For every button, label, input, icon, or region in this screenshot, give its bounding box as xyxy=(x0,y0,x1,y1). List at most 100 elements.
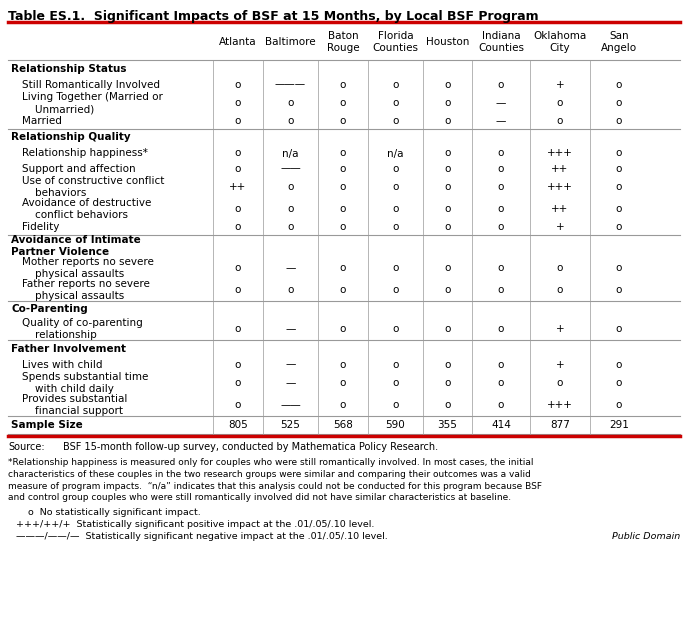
Text: o: o xyxy=(616,80,622,90)
Text: o: o xyxy=(616,182,622,192)
Text: o: o xyxy=(444,223,451,233)
Text: Houston: Houston xyxy=(426,37,469,47)
Text: o: o xyxy=(392,324,398,334)
Text: +: + xyxy=(556,360,564,369)
Text: Indiana
Counties: Indiana Counties xyxy=(478,31,524,53)
Text: o: o xyxy=(444,324,451,334)
Text: o: o xyxy=(444,164,451,174)
Text: o: o xyxy=(444,116,451,126)
Text: o: o xyxy=(235,149,241,159)
Text: o: o xyxy=(340,182,346,192)
Text: o: o xyxy=(498,263,504,273)
Text: Married: Married xyxy=(22,116,62,126)
Text: o: o xyxy=(392,116,398,126)
Text: o: o xyxy=(444,400,451,410)
Text: +++: +++ xyxy=(547,182,573,192)
Text: o: o xyxy=(288,116,294,126)
Text: o: o xyxy=(392,98,398,108)
Text: San
Angelo: San Angelo xyxy=(601,31,637,53)
Text: Living Together (Married or
    Unmarried): Living Together (Married or Unmarried) xyxy=(22,92,163,114)
Text: o: o xyxy=(616,223,622,233)
Text: 291: 291 xyxy=(609,420,629,430)
Text: o: o xyxy=(616,378,622,388)
Text: o: o xyxy=(498,149,504,159)
Text: o: o xyxy=(235,164,241,174)
Text: —: — xyxy=(496,98,506,108)
Text: Baltimore: Baltimore xyxy=(265,37,316,47)
Text: ———/——/—  Statistically significant negative impact at the .01/.05/.10 level.: ———/——/— Statistically significant negat… xyxy=(16,532,388,541)
Text: o: o xyxy=(498,204,504,214)
Text: o: o xyxy=(235,324,241,334)
Text: o: o xyxy=(288,285,294,295)
Text: Relationship happiness*: Relationship happiness* xyxy=(22,149,148,159)
Text: o: o xyxy=(444,285,451,295)
Text: +++: +++ xyxy=(547,400,573,410)
Text: o: o xyxy=(557,285,563,295)
Text: o: o xyxy=(444,263,451,273)
Text: o: o xyxy=(392,378,398,388)
Text: o  No statistically significant impact.: o No statistically significant impact. xyxy=(28,508,201,517)
Text: o: o xyxy=(498,223,504,233)
Text: o: o xyxy=(340,400,346,410)
Text: —: — xyxy=(286,360,296,369)
Text: Sample Size: Sample Size xyxy=(11,420,83,430)
Text: o: o xyxy=(498,182,504,192)
Text: o: o xyxy=(340,324,346,334)
Text: o: o xyxy=(288,223,294,233)
Text: o: o xyxy=(340,378,346,388)
Text: o: o xyxy=(340,263,346,273)
Text: ———: ——— xyxy=(275,80,306,90)
Text: o: o xyxy=(288,98,294,108)
Text: Avoidance of destructive
    conflict behaviors: Avoidance of destructive conflict behavi… xyxy=(22,198,151,220)
Text: Avoidance of Intimate
Partner Violence: Avoidance of Intimate Partner Violence xyxy=(11,234,141,258)
Text: BSF 15-month follow-up survey, conducted by Mathematica Policy Research.: BSF 15-month follow-up survey, conducted… xyxy=(63,442,438,452)
Text: Support and affection: Support and affection xyxy=(22,164,136,174)
Text: Lives with child: Lives with child xyxy=(22,360,103,369)
Text: o: o xyxy=(498,378,504,388)
Text: o: o xyxy=(340,285,346,295)
Text: Spends substantial time
    with child daily: Spends substantial time with child daily xyxy=(22,372,149,394)
Text: 525: 525 xyxy=(281,420,301,430)
Text: o: o xyxy=(616,204,622,214)
Text: Mother reports no severe
    physical assaults: Mother reports no severe physical assaul… xyxy=(22,257,154,279)
Text: o: o xyxy=(340,116,346,126)
Text: o: o xyxy=(616,400,622,410)
Text: +: + xyxy=(556,80,564,90)
Text: o: o xyxy=(392,285,398,295)
Text: o: o xyxy=(444,360,451,369)
Text: o: o xyxy=(340,360,346,369)
Text: o: o xyxy=(616,324,622,334)
Text: Relationship Status: Relationship Status xyxy=(11,63,127,73)
Text: 568: 568 xyxy=(333,420,353,430)
Text: o: o xyxy=(392,223,398,233)
Text: Co-Parenting: Co-Parenting xyxy=(11,305,88,315)
Text: Baton
Rouge: Baton Rouge xyxy=(327,31,359,53)
Text: *Relationship happiness is measured only for couples who were still romantically: *Relationship happiness is measured only… xyxy=(8,458,542,503)
Text: —: — xyxy=(286,324,296,334)
Text: Public Domain: Public Domain xyxy=(612,532,680,541)
Text: Use of constructive conflict
    behaviors: Use of constructive conflict behaviors xyxy=(22,176,164,198)
Text: o: o xyxy=(498,164,504,174)
Text: Still Romantically Involved: Still Romantically Involved xyxy=(22,80,160,90)
Text: Atlanta: Atlanta xyxy=(219,37,257,47)
Text: Florida
Counties: Florida Counties xyxy=(372,31,418,53)
Text: Table ES.1.  Significant Impacts of BSF at 15 Months, by Local BSF Program: Table ES.1. Significant Impacts of BSF a… xyxy=(8,10,539,23)
Text: o: o xyxy=(340,223,346,233)
Text: 355: 355 xyxy=(438,420,458,430)
Text: o: o xyxy=(498,400,504,410)
Text: o: o xyxy=(392,204,398,214)
Text: o: o xyxy=(444,149,451,159)
Text: 414: 414 xyxy=(491,420,511,430)
Text: 877: 877 xyxy=(550,420,570,430)
Text: o: o xyxy=(392,80,398,90)
Text: o: o xyxy=(235,116,241,126)
Text: o: o xyxy=(557,378,563,388)
Text: o: o xyxy=(616,98,622,108)
Text: o: o xyxy=(288,182,294,192)
Text: o: o xyxy=(498,285,504,295)
Text: o: o xyxy=(235,285,241,295)
Text: +: + xyxy=(556,223,564,233)
Text: o: o xyxy=(340,149,346,159)
Text: o: o xyxy=(235,80,241,90)
Text: o: o xyxy=(444,98,451,108)
